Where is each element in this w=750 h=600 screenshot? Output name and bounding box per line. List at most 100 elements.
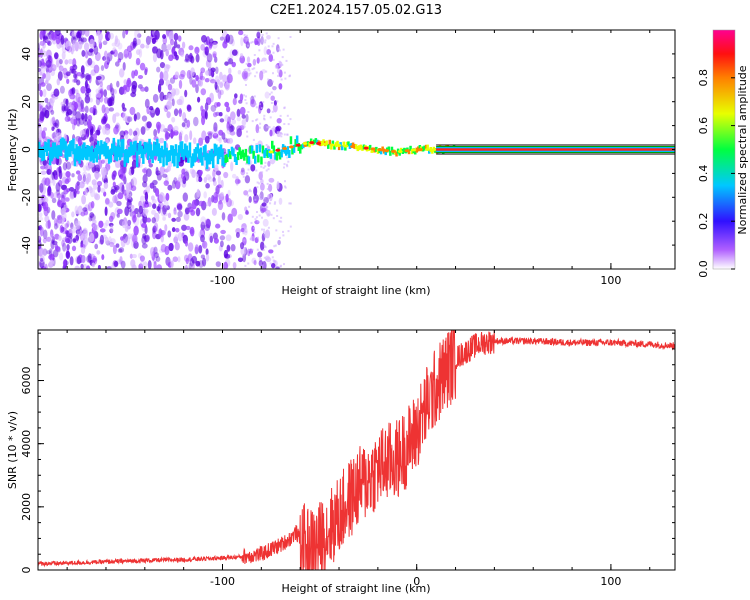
noise-blob <box>169 38 175 46</box>
ridge-segment <box>45 142 49 156</box>
noise-dot <box>243 171 246 174</box>
noise-blob <box>137 74 144 80</box>
noise-dot <box>247 249 250 252</box>
noise-blob <box>212 132 219 139</box>
noise-dot <box>255 106 258 109</box>
noise-dot <box>269 53 272 56</box>
noise-blob <box>82 207 88 212</box>
noise-blob <box>113 49 118 58</box>
noise-dot <box>279 114 282 117</box>
noise-blob <box>266 209 271 217</box>
chart-title: C2E1.2024.157.05.02.G13 <box>270 3 442 18</box>
noise-blob <box>136 38 141 46</box>
noise-blob <box>58 65 64 72</box>
noise-blob <box>167 124 173 132</box>
noise-blob <box>246 56 251 64</box>
noise-blob <box>61 239 65 247</box>
noise-blob <box>241 119 247 126</box>
noise-dot <box>281 56 284 59</box>
noise-blob <box>252 58 257 66</box>
noise-dot <box>263 231 266 234</box>
noise-blob <box>105 219 110 227</box>
ridge-core <box>411 148 417 152</box>
noise-blob <box>153 129 158 137</box>
noise-blob <box>97 30 101 36</box>
noise-blob <box>167 230 172 238</box>
ridge-segment <box>39 146 43 158</box>
noise-blob <box>56 157 62 166</box>
noise-blob <box>275 125 282 132</box>
ridge-core <box>336 144 342 147</box>
noise-dot <box>254 103 257 106</box>
noise-blob <box>227 34 234 45</box>
noise-blob <box>173 51 178 57</box>
noise-dot <box>260 59 263 62</box>
noise-blob <box>219 240 224 248</box>
ridge-segment <box>187 150 190 163</box>
ridge-segment <box>243 152 246 161</box>
noise-blob <box>59 252 64 261</box>
noise-blob <box>187 242 194 252</box>
noise-blob <box>204 102 209 112</box>
noise-blob <box>164 224 168 232</box>
noise-blob <box>99 81 104 88</box>
noise-blob <box>201 115 206 126</box>
noise-blob <box>270 262 276 269</box>
spectrogram-y-axis-label: Frequency (Hz) <box>6 109 19 192</box>
noise-dot <box>251 120 254 123</box>
noise-blob <box>264 91 270 99</box>
noise-blob <box>87 120 93 130</box>
noise-blob <box>224 61 229 66</box>
noise-blob <box>149 106 154 111</box>
noise-blob <box>161 42 167 53</box>
noise-blob <box>225 234 232 242</box>
noise-blob <box>112 244 117 255</box>
noise-blob <box>240 37 244 47</box>
noise-blob <box>237 257 244 263</box>
noise-blob <box>39 71 43 76</box>
noise-blob <box>75 92 81 102</box>
noise-dot <box>260 198 262 201</box>
noise-dot <box>266 188 269 190</box>
ridge-segment <box>294 139 297 148</box>
noise-blob <box>102 40 108 46</box>
noise-blob <box>170 131 176 137</box>
noise-blob <box>272 103 278 113</box>
noise-blob <box>205 70 210 76</box>
noise-blob <box>153 260 157 269</box>
noise-dot <box>262 101 265 104</box>
ridge-segment <box>308 142 311 148</box>
ridge-segment <box>81 144 84 161</box>
noise-blob <box>72 64 78 71</box>
noise-blob <box>257 251 263 258</box>
snr-y-tick-label: 4000 <box>20 430 33 458</box>
ridge-segment <box>252 150 255 159</box>
noise-dot <box>243 94 245 97</box>
noise-dot <box>256 248 259 251</box>
noise-blob <box>272 126 276 132</box>
noise-dot <box>263 197 266 200</box>
noise-blob <box>71 109 76 120</box>
noise-blob <box>42 248 48 256</box>
noise-dot <box>263 245 266 248</box>
ridge-segment <box>240 151 243 160</box>
noise-blob <box>171 227 176 233</box>
noise-blob <box>140 43 145 49</box>
noise-blob <box>195 260 201 267</box>
spectrogram-x-axis-label: Height of straight line (km) <box>281 284 430 297</box>
ridge-segment <box>381 146 384 152</box>
noise-blob <box>42 72 46 79</box>
noise-blob <box>121 102 125 110</box>
ridge-segment <box>389 150 392 156</box>
noise-blob <box>108 236 112 244</box>
ridge-segment <box>341 145 344 151</box>
noise-blob <box>256 31 261 39</box>
noise-blob <box>184 134 189 143</box>
noise-dot <box>256 181 259 184</box>
noise-blob <box>39 257 44 262</box>
noise-blob <box>230 243 236 252</box>
ridge-segment <box>162 149 165 167</box>
ridge-core <box>370 147 376 151</box>
noise-blob <box>40 82 46 87</box>
noise-blob <box>122 189 128 196</box>
